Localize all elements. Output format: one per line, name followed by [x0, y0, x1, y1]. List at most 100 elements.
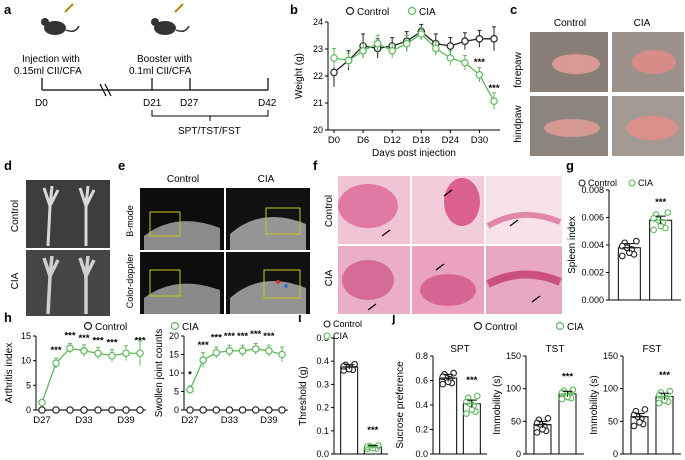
row-label: Color-doppler [125, 254, 135, 309]
data-point [468, 406, 476, 414]
y-axis-label: Spleen index [567, 216, 578, 274]
row-label: Control [10, 200, 21, 232]
day-label: D42 [258, 98, 277, 109]
y-tick-label: 0.004 [581, 240, 604, 250]
data-point [475, 34, 484, 43]
data-point [278, 350, 286, 359]
x-tick-label: D39 [260, 415, 277, 426]
data-point [186, 385, 194, 394]
data-point [402, 39, 411, 48]
data-point [238, 346, 247, 355]
y-tick-label: 5 [26, 380, 31, 390]
y-tick-label: 100 [603, 384, 618, 394]
x-tick-label: D18 [413, 135, 430, 146]
data-point [417, 30, 426, 38]
y-tick-label: 0.002 [581, 268, 604, 278]
y-tick-label: 0.006 [581, 213, 604, 223]
y-tick-label: 150 [506, 351, 521, 361]
data-point [475, 71, 484, 79]
injection-line-1: Injection with [22, 54, 80, 65]
y-tick-label: 100 [506, 384, 521, 394]
x-tick-label: D6 [357, 135, 369, 146]
arrow-icon [367, 189, 541, 311]
data-point [94, 349, 102, 358]
bar-control [340, 366, 359, 455]
data-point [66, 344, 74, 353]
col-label: Control [554, 18, 586, 29]
day-label: D0 [35, 98, 48, 109]
y-tick-label: 10 [21, 356, 31, 366]
significance-mark: *** [198, 340, 209, 351]
data-point [122, 406, 130, 414]
y-tick-label: 0.8 [415, 351, 428, 361]
y-tick-label: 0.008 [581, 185, 604, 195]
booster-line-1: Booster with [137, 54, 192, 65]
data-point [666, 387, 674, 395]
data-point [251, 406, 260, 414]
significance-mark: *** [367, 425, 378, 436]
y-tick-label: 0.4 [316, 356, 329, 366]
data-point [359, 46, 367, 55]
x-tick-label: D33 [75, 415, 92, 426]
y-tick-label: 20 [169, 331, 179, 341]
timeline-panel: Injection with 0.15ml CII/CFA Booster wi… [14, 3, 277, 137]
data-point [446, 42, 455, 50]
significance-mark: *** [250, 329, 261, 340]
data-point [199, 356, 207, 364]
sucrose-preference-chart: 0.0 0.2 0.4 0.6 0.8 Sucrose preference SPT *** [395, 344, 487, 458]
data-point [630, 422, 638, 430]
data-point [636, 418, 643, 426]
data-point [251, 345, 260, 353]
y-tick-label: 50 [511, 416, 521, 426]
significance-mark: *** [134, 335, 145, 346]
data-point [344, 56, 353, 65]
y-tick-label: 0.2 [316, 403, 329, 413]
y-axis-label: Arthritis index [4, 343, 15, 404]
data-point [38, 406, 46, 414]
data-point [439, 380, 447, 388]
y-tick-label: 0.2 [415, 425, 428, 435]
mouse-icon [41, 3, 80, 35]
chart-title: SPT [450, 344, 469, 355]
x-tick-label: D39 [117, 415, 134, 426]
y-tick-label: 5 [174, 387, 179, 397]
row-label: forepaw [513, 51, 524, 87]
significance-mark: *** [466, 375, 477, 386]
y-tick-label: 0 [26, 405, 31, 415]
ultrasound-panel: Control CIA B-mode Color-doppler [116, 166, 312, 316]
x-tick-label: D30 [471, 135, 488, 146]
significance-mark: *** [263, 331, 274, 342]
y-tick-label: 0.4 [415, 400, 428, 410]
data-point [463, 410, 470, 417]
chart-title: TST [546, 344, 565, 355]
data-point [473, 392, 481, 400]
y-axis-label: Immobility (s) [589, 375, 600, 434]
data-point [533, 429, 541, 436]
day-label: D27 [180, 98, 199, 109]
col-label: CIA [634, 18, 651, 29]
test-label: SPT/TST/FST [178, 126, 241, 137]
data-point [52, 406, 60, 414]
y-tick-label: 15 [169, 350, 179, 360]
y-tick-label: 50 [608, 416, 618, 426]
significance-mark: *** [237, 331, 248, 342]
mouse-icon [151, 3, 190, 35]
significance-mark: *** [64, 330, 75, 341]
data-point [490, 34, 498, 43]
y-axis-label: Sucrose preference [395, 361, 406, 449]
data-point [461, 58, 469, 67]
x-tick-label: D12 [383, 135, 400, 146]
tst-immobility-chart: 0 50 100 150 Immobility (s) TST *** [492, 344, 584, 458]
x-tick-label: D0 [328, 135, 340, 146]
xray-control-image [26, 180, 110, 248]
data-point [136, 349, 144, 358]
data-point [618, 252, 626, 260]
threshold-chart: 0.0 0.1 0.2 0.3 0.4 0.5 Threshold (g) *** [298, 333, 388, 458]
data-point [108, 351, 116, 360]
chart-title: FST [643, 344, 662, 355]
injection-line-2: 0.15ml CII/CFA [14, 66, 82, 77]
significance-mark: *** [92, 335, 103, 346]
